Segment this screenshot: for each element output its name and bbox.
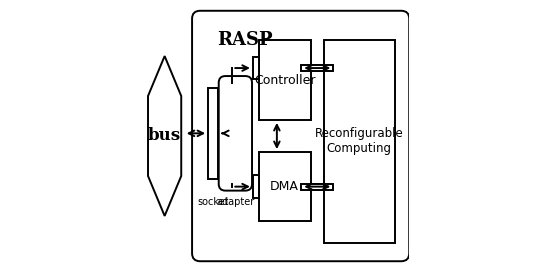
Bar [259,152,311,221]
Bar [253,57,259,79]
Bar [311,65,333,71]
Text: bus: bus [148,128,181,144]
Bar [253,175,259,198]
Polygon shape [148,56,181,216]
Text: Reconfigurable
Computing: Reconfigurable Computing [315,127,404,155]
Text: RASP: RASP [217,31,273,49]
Text: DMA: DMA [270,180,299,193]
Bar [324,40,395,243]
Bar [301,65,324,71]
Bar [301,184,324,190]
Bar [208,88,218,179]
Bar [311,184,333,190]
Text: Controller: Controller [254,73,315,86]
FancyBboxPatch shape [192,11,409,261]
Text: socket: socket [198,197,229,207]
Bar [259,40,311,120]
FancyBboxPatch shape [219,76,252,191]
Text: adapter: adapter [216,197,254,207]
